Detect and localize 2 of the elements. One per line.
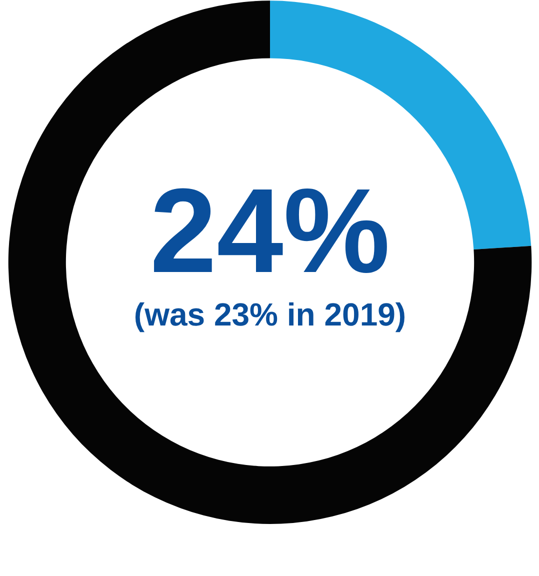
text: (was 23% in 2019)	[134, 296, 406, 333]
text: 24%	[150, 164, 390, 298]
